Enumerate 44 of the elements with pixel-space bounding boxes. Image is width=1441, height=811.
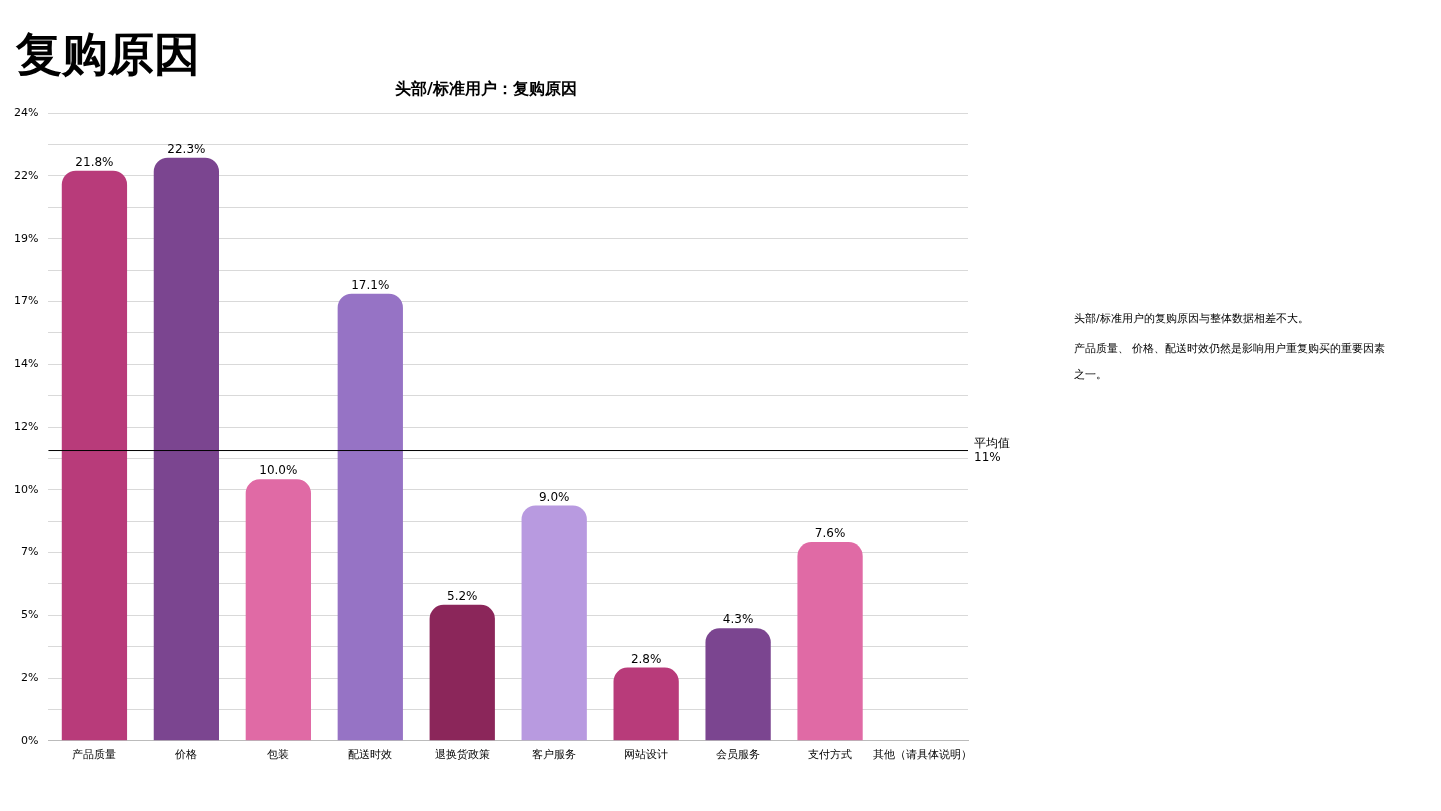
y-tick-label: 5% xyxy=(21,608,39,622)
bar xyxy=(337,293,403,741)
x-tick-label: 客户服务 xyxy=(532,748,577,762)
data-label: 4.3% xyxy=(722,612,754,627)
y-tick-label: 24% xyxy=(14,106,39,120)
y-tick-label: 17% xyxy=(14,294,39,308)
x-tick-label: 会员服务 xyxy=(716,748,761,762)
data-label: 21.8% xyxy=(75,154,114,169)
y-tick-label: 7% xyxy=(21,545,39,559)
bar xyxy=(153,157,220,741)
bar xyxy=(429,604,495,741)
chart-subtitle: 头部/标准用户：复购原因 xyxy=(395,78,577,98)
x-tick-label: 退换货政策 xyxy=(434,748,490,762)
y-tick-label: 22% xyxy=(14,168,39,182)
y-tick-label: 12% xyxy=(14,419,39,433)
y-tick-label: 0% xyxy=(21,733,39,747)
ref-line-label: 平均值 11% xyxy=(974,435,1010,464)
data-label: 10.0% xyxy=(259,463,298,478)
x-tick-label: 配送时效 xyxy=(348,748,393,762)
x-tick-label: 产品质量 xyxy=(72,748,117,762)
x-tick-label: 网站设计 xyxy=(624,748,669,762)
data-label: 5.2% xyxy=(447,588,478,603)
bar xyxy=(245,479,311,741)
x-tick-label: 价格 xyxy=(174,748,198,762)
bar xyxy=(797,542,863,741)
x-tick-label: 支付方式 xyxy=(808,748,853,762)
bar xyxy=(705,628,771,741)
data-label: 17.1% xyxy=(351,277,390,292)
data-label: 22.3% xyxy=(167,141,206,156)
text: 产品质量、 价格、配送时效仍然是影响用户重复购买的重要因素之一。 xyxy=(1074,341,1387,383)
bar xyxy=(61,170,128,741)
bar xyxy=(613,667,679,741)
chart-title: 复购原因 xyxy=(16,26,200,83)
data-label: 7.6% xyxy=(814,526,846,541)
bar xyxy=(521,505,587,741)
x-tick-label: 其他（请具体说明） xyxy=(872,748,972,762)
y-tick-label: 2% xyxy=(21,670,39,684)
y-tick-label: 10% xyxy=(14,482,39,496)
data-label: 9.0% xyxy=(538,489,570,504)
y-tick-label: 14% xyxy=(14,357,39,371)
x-tick-label: 包装 xyxy=(267,748,290,762)
data-label: 2.8% xyxy=(630,651,662,666)
text: 头部/标准用户的复购原因与整体数据相差不大。 xyxy=(1074,311,1310,327)
y-tick-label: 19% xyxy=(14,231,39,245)
